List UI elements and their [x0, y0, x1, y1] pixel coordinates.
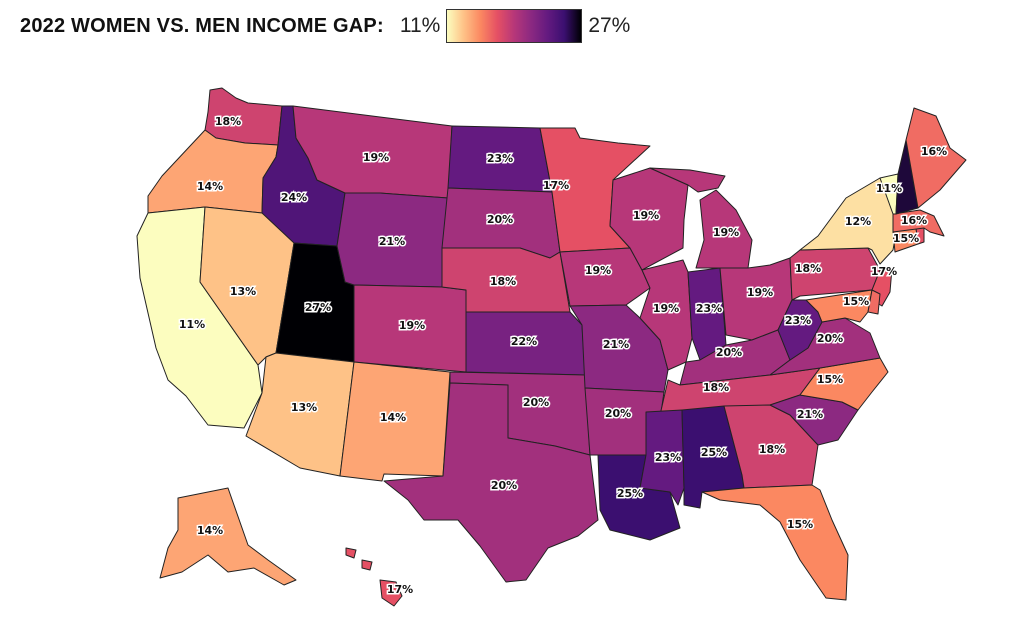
state-DE: [867, 289, 881, 315]
state-label-ID: 24%: [281, 191, 307, 204]
state-label-PA: 18%: [795, 262, 821, 275]
state-label-MD: 15%: [843, 295, 869, 308]
state-ME: [905, 107, 967, 209]
map-header: 2022 WOMEN VS. MEN INCOME GAP: 11% 27%: [20, 8, 630, 44]
state-label-GA: 18%: [759, 443, 785, 456]
state-shapes: [136, 87, 967, 607]
state-AZ: [245, 352, 355, 477]
state-label-UT: 27%: [305, 301, 331, 314]
legend-min-label: 11%: [399, 14, 441, 37]
state-label-IA: 19%: [585, 264, 611, 277]
state-label-WA: 18%: [215, 115, 241, 128]
state-label-OK: 20%: [523, 396, 549, 409]
state-label-SC: 21%: [797, 408, 823, 421]
state-label-TX: 20%: [491, 479, 517, 492]
state-label-CT: 15%: [893, 232, 919, 245]
state-label-WY: 21%: [379, 235, 405, 248]
state-label-ND: 23%: [487, 152, 513, 165]
state-label-WV: 23%: [785, 314, 811, 327]
state-label-IL: 19%: [653, 302, 679, 315]
state-MA: [892, 209, 945, 237]
state-label-CA: 11%: [179, 318, 205, 331]
state-IL: [639, 259, 693, 371]
state-label-OH: 19%: [747, 286, 773, 299]
state-value-labels: 18% 14% 11% 24% 13% 27% 13% 19% 21% 19% 14% 23% 20% 1…: [177, 114, 948, 598]
state-label-MO: 21%: [603, 338, 629, 351]
state-TX: [383, 382, 599, 583]
state-label-LA: 25%: [617, 487, 643, 500]
legend-max-label: 27%: [588, 14, 631, 37]
state-label-NM: 14%: [380, 411, 406, 424]
state-label-HI: 17%: [387, 583, 413, 596]
legend-color-scale: [446, 9, 583, 43]
state-label-IN: 23%: [696, 302, 722, 315]
state-label-MN: 17%: [543, 179, 569, 192]
state-label-VT: 11%: [876, 182, 902, 195]
state-label-NY: 12%: [845, 215, 871, 228]
state-label-MA: 16%: [901, 214, 927, 227]
state-HI: [345, 547, 403, 607]
map-title: 2022 WOMEN VS. MEN INCOME GAP:: [20, 14, 384, 37]
state-label-AZ: 13%: [291, 401, 317, 414]
state-label-AR: 20%: [605, 407, 631, 420]
state-label-KY: 20%: [716, 346, 742, 359]
state-label-NC: 15%: [817, 373, 843, 386]
state-MI: [649, 167, 753, 269]
state-label-MS: 23%: [655, 451, 681, 464]
state-label-VA: 20%: [817, 332, 843, 345]
state-label-NV: 13%: [230, 285, 256, 298]
state-label-TN: 18%: [703, 381, 729, 394]
state-label-NE: 18%: [490, 275, 516, 288]
state-label-CO: 19%: [399, 319, 425, 332]
state-label-MI: 19%: [713, 226, 739, 239]
state-label-ME: 16%: [921, 145, 947, 158]
state-AK: [159, 487, 297, 586]
state-label-AK: 14%: [197, 524, 223, 537]
state-label-NJ: 17%: [871, 265, 897, 278]
state-FL: [701, 484, 849, 601]
state-label-AL: 25%: [701, 446, 727, 459]
state-label-MT: 19%: [363, 151, 389, 164]
state-label-SD: 20%: [487, 213, 513, 226]
state-label-OR: 14%: [197, 180, 223, 193]
state-label-WI: 19%: [633, 209, 659, 222]
state-label-KS: 22%: [511, 335, 537, 348]
state-label-FL: 15%: [787, 518, 813, 531]
